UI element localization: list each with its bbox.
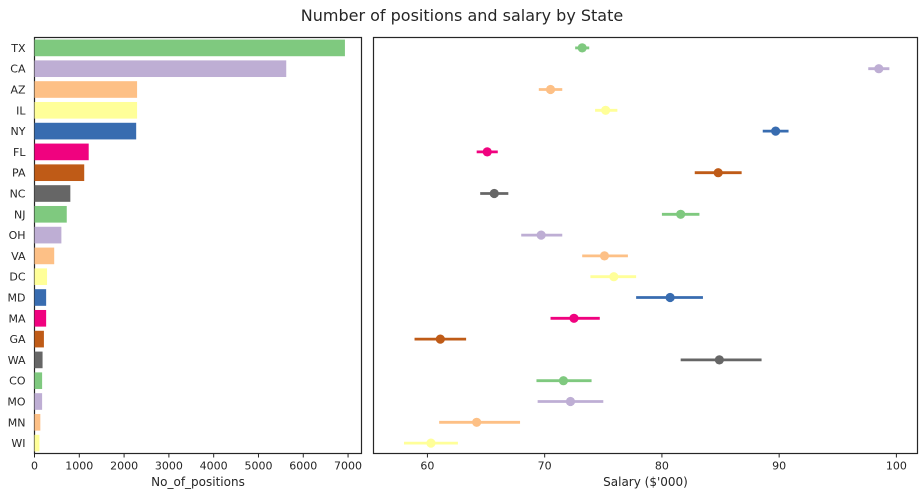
bar-ny	[34, 122, 137, 140]
salary-point-ma	[569, 313, 579, 323]
bar-fl	[34, 143, 89, 161]
left-x-axis-label: No_of_positions	[151, 475, 245, 489]
salary-point-fl	[482, 147, 492, 157]
y-tick-label-az: AZ	[10, 84, 26, 97]
salary-point-mo	[565, 396, 576, 407]
y-tick-label-wa: WA	[8, 354, 26, 367]
y-tick-label-wi: WI	[11, 437, 25, 450]
salary-point-oh	[536, 230, 546, 240]
y-tick-label-va: VA	[11, 250, 26, 263]
left-x-tick-label: 3000	[155, 460, 183, 473]
y-tick-label-ny: NY	[11, 125, 26, 138]
bar-il	[34, 101, 138, 119]
y-tick-label-dc: DC	[9, 271, 25, 284]
bar-wi	[34, 434, 40, 452]
y-tick-label-ga: GA	[9, 333, 26, 346]
salary-point-co	[558, 376, 569, 386]
y-tick-label-tx: TX	[10, 42, 26, 55]
y-tick-label-ca: CA	[10, 63, 26, 76]
bar-md	[34, 289, 47, 306]
y-tick-label-md: MD	[8, 292, 26, 305]
bar-series	[34, 39, 345, 452]
right-x-tick-label: 60	[420, 460, 434, 473]
bar-mo	[34, 393, 43, 410]
bar-pa	[34, 164, 85, 182]
left-x-tick-labels: 0 1000 2000 3000 4000 5000 6000 7000	[31, 453, 362, 473]
y-tick-label-mn: MN	[8, 416, 26, 429]
bar-oh	[34, 226, 62, 244]
salary-point-tx	[577, 43, 587, 53]
salary-point-wa	[714, 355, 724, 365]
right-x-axis-label: Salary ($'000)	[603, 475, 688, 489]
y-tick-label-mo: MO	[7, 396, 25, 409]
salary-point-ga	[435, 334, 445, 344]
salary-point-ca	[874, 64, 884, 74]
bar-ca	[34, 60, 287, 78]
left-x-tick-label: 6000	[289, 460, 317, 473]
positions-bar-chart: TX CA AZ IL NY FL PA NC NJ OH VA DC MD MA GA WA CO MO MN WI…	[7, 36, 363, 489]
salary-point-nc	[489, 188, 499, 199]
y-tick-label-nj: NJ	[14, 208, 25, 221]
left-x-tick-label: 1000	[65, 460, 93, 473]
left-x-tick-label: 4000	[200, 460, 228, 473]
bar-nj	[34, 205, 67, 223]
right-axes-frame	[372, 36, 919, 455]
salary-point-mn	[472, 417, 482, 427]
bar-ga	[34, 330, 44, 348]
bar-co	[34, 372, 43, 390]
y-tick-label-pa: PA	[12, 167, 26, 180]
y-tick-label-oh: OH	[9, 229, 26, 242]
salary-point-wi	[426, 438, 436, 448]
y-tick-label-il: IL	[16, 104, 26, 117]
left-y-tick-labels: TX CA AZ IL NY FL PA NC NJ OH VA DC MD MA GA WA CO MO MN WI	[7, 42, 26, 450]
left-x-tick-label: 7000	[334, 460, 362, 473]
y-tick-label-co: CO	[9, 375, 26, 388]
salary-point-az	[545, 84, 556, 95]
bar-mn	[34, 413, 41, 431]
right-x-tick-label: 100	[886, 460, 907, 473]
bar-dc	[34, 268, 48, 286]
left-x-tick-label: 2000	[110, 460, 138, 473]
salary-point-md	[665, 292, 675, 303]
bar-va	[34, 247, 55, 265]
bar-ma	[34, 309, 47, 327]
salary-point-ny	[771, 126, 781, 136]
left-axes-frame	[33, 36, 363, 455]
bar-tx	[34, 39, 345, 57]
bar-nc	[34, 185, 71, 202]
bar-wa	[34, 351, 43, 369]
salary-point-series	[403, 43, 890, 448]
salary-point-va	[599, 251, 610, 261]
salary-point-chart: 60 70 80 90 100 Salary ($'000)	[372, 36, 919, 489]
right-x-tick-labels: 60 70 80 90 100	[420, 453, 907, 473]
left-x-tick-label: 5000	[244, 460, 272, 473]
right-x-tick-label: 70	[538, 460, 552, 473]
salary-point-il	[601, 105, 611, 115]
salary-point-pa	[713, 168, 723, 178]
y-tick-label-ma: MA	[8, 312, 25, 325]
salary-point-nj	[676, 209, 686, 219]
salary-point-dc	[609, 272, 619, 282]
bar-az	[34, 81, 138, 98]
left-x-tick-label: 0	[31, 460, 38, 473]
right-x-tick-label: 90	[772, 460, 786, 473]
chart-title: Number of positions and salary by State	[301, 6, 623, 25]
y-tick-label-nc: NC	[10, 188, 26, 201]
y-tick-label-fl: FL	[13, 146, 26, 159]
right-x-tick-label: 80	[655, 460, 669, 473]
